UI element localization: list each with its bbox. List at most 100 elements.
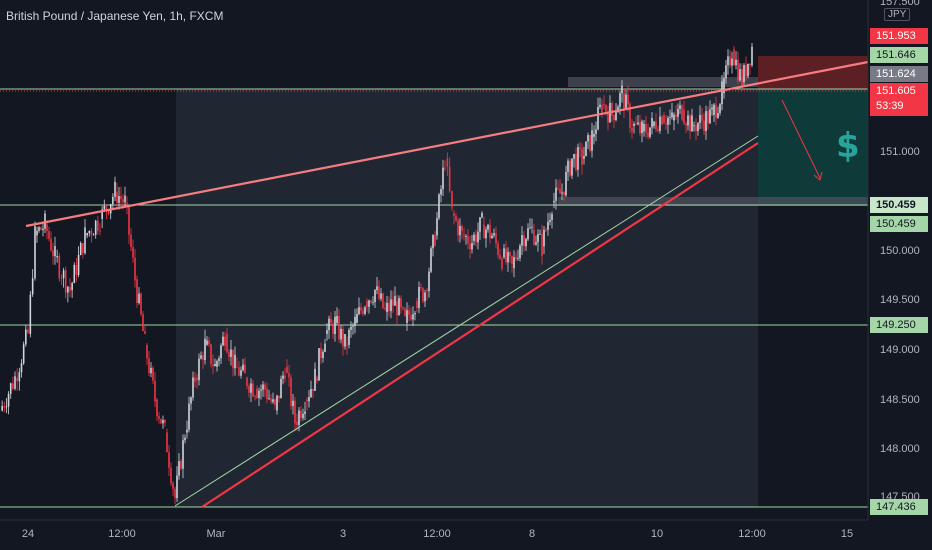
- candle-body: [453, 213, 455, 216]
- candle-body: [220, 345, 222, 359]
- candle-body: [138, 293, 140, 304]
- candle-body: [535, 242, 537, 245]
- level-price-label: 150.459: [870, 216, 928, 232]
- candle-body: [717, 112, 719, 118]
- candle-body: [206, 340, 208, 345]
- time-label: 12:00: [108, 528, 136, 540]
- candle-body: [60, 278, 63, 279]
- candle-body: [701, 114, 703, 121]
- candle-body: [380, 293, 382, 299]
- candle-body: [162, 420, 164, 424]
- candle-body: [557, 187, 559, 189]
- candle-body: [735, 59, 737, 66]
- candle-body: [212, 364, 214, 367]
- candle-body: [84, 227, 86, 254]
- candle-body: [230, 349, 232, 357]
- candle-body: [719, 104, 721, 113]
- candle-body: [675, 114, 677, 117]
- candle-body: [446, 158, 449, 167]
- candle-body: [22, 344, 25, 364]
- target-highlight: [558, 197, 868, 206]
- candle-body: [402, 307, 404, 309]
- candle-body: [611, 102, 613, 116]
- candle-body: [683, 109, 685, 124]
- candle-body: [432, 234, 434, 249]
- currency-badge[interactable]: JPY: [884, 8, 911, 21]
- candle-body: [3, 406, 6, 408]
- candle-body: [352, 325, 354, 327]
- candle-body: [434, 234, 436, 246]
- projection-arrow[interactable]: [781, 99, 823, 181]
- candle-body: [685, 123, 687, 126]
- candle-body: [90, 230, 93, 235]
- candle-body: [597, 107, 599, 130]
- candle-body: [521, 235, 523, 246]
- candle-body: [687, 115, 689, 126]
- candle-body: [170, 467, 172, 484]
- candle-body: [186, 429, 188, 433]
- support-price-label: 149.250: [870, 317, 928, 333]
- candle-body: [517, 258, 519, 259]
- candle-body: [551, 214, 553, 220]
- candle-body: [274, 399, 276, 406]
- candle-body: [101, 209, 103, 219]
- candle-body: [350, 326, 352, 330]
- candle-body: [665, 123, 667, 125]
- wedge-upper-trendline[interactable]: [25, 60, 869, 228]
- time-label: 12:00: [423, 528, 451, 540]
- candle-body: [302, 413, 304, 419]
- candle-body: [463, 235, 465, 237]
- candle-body: [691, 115, 693, 132]
- chart-title[interactable]: British Pound / Japanese Yen, 1h, FXCM: [6, 9, 224, 23]
- candle-body: [164, 420, 166, 423]
- candle-body: [619, 93, 621, 107]
- stop-price-label: 151.953: [870, 28, 928, 44]
- candle-body: [256, 388, 258, 398]
- candle-body: [461, 225, 463, 231]
- candle-body: [99, 230, 101, 232]
- wedge-lower-trendline[interactable]: [201, 142, 759, 508]
- candle-body: [340, 328, 342, 340]
- candle-body: [715, 104, 717, 118]
- candle-body: [583, 156, 585, 159]
- candle-body: [595, 129, 597, 134]
- candle-body: [493, 233, 495, 236]
- candle-body: [733, 49, 735, 66]
- candle-body: [621, 85, 623, 94]
- candle-body: [264, 384, 266, 390]
- candle-body: [713, 104, 715, 115]
- candle-body: [491, 235, 493, 239]
- candle-body: [284, 375, 286, 379]
- candle-body: [575, 154, 577, 170]
- candle-body: [591, 130, 593, 151]
- candle-body: [699, 114, 701, 123]
- candle-body: [378, 286, 380, 299]
- candle-body: [75, 264, 78, 275]
- candle-body: [549, 219, 551, 222]
- candle-body: [651, 117, 653, 128]
- target-price-label: 150.459: [870, 197, 928, 213]
- candle-body: [547, 221, 549, 230]
- candle-body: [499, 254, 501, 259]
- candle-body: [330, 318, 332, 324]
- candle-body: [326, 330, 328, 334]
- candle-body: [571, 158, 573, 176]
- candle-body: [671, 112, 673, 118]
- candle-body: [673, 114, 675, 121]
- candle-body: [272, 399, 274, 402]
- candle-body: [743, 65, 745, 83]
- candle-body: [312, 388, 314, 391]
- candle-body: [509, 252, 511, 257]
- candle-body: [515, 257, 517, 259]
- candle-body: [216, 361, 218, 367]
- candle-body: [471, 243, 473, 250]
- time-axis-panel[interactable]: [0, 520, 932, 550]
- candle-body: [40, 227, 42, 230]
- candle-body: [16, 377, 18, 382]
- candle-body: [384, 308, 386, 309]
- candle-body: [306, 399, 308, 402]
- candle-body: [288, 372, 290, 378]
- candle-body: [200, 355, 202, 359]
- candle-body: [581, 148, 583, 165]
